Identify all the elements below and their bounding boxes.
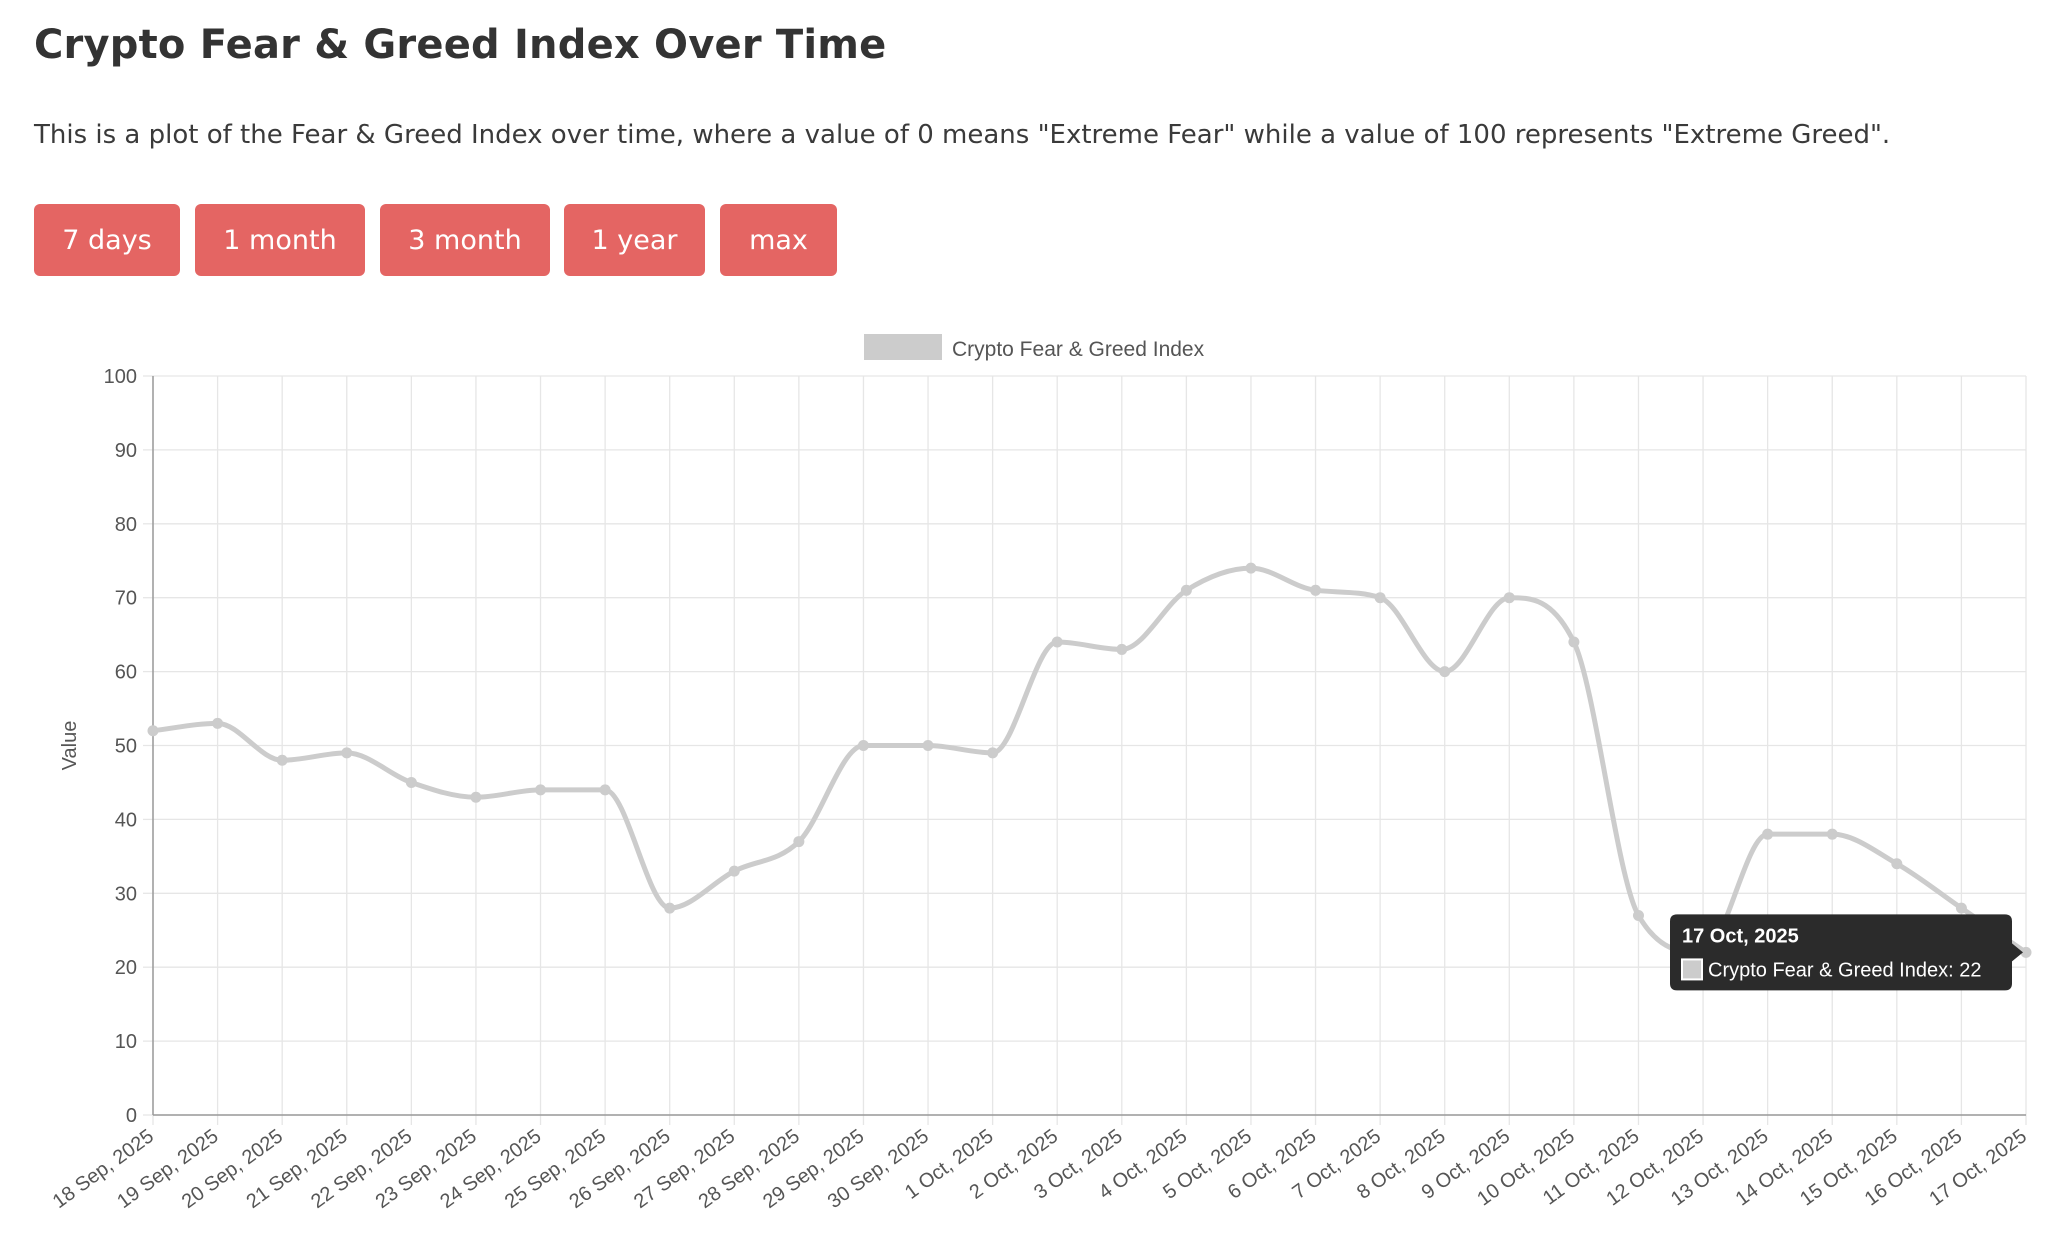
tooltip-background (1670, 914, 2023, 991)
data-point[interactable] (1826, 828, 1838, 840)
data-point[interactable] (535, 784, 547, 796)
data-point[interactable] (1116, 643, 1128, 655)
y-tick-label: 20 (115, 957, 137, 979)
y-tick-label: 10 (115, 1031, 137, 1053)
data-point[interactable] (922, 740, 934, 751)
data-points (147, 562, 2032, 958)
data-point[interactable] (728, 865, 740, 877)
data-point[interactable] (2020, 946, 2032, 958)
data-point[interactable] (793, 836, 805, 848)
data-point[interactable] (1310, 584, 1322, 596)
series-line (152, 565, 2028, 955)
page-title: Crypto Fear & Greed Index Over Time (34, 22, 887, 68)
y-tick-label: 90 (115, 440, 137, 462)
range-button-1-year[interactable]: 1 year (564, 204, 705, 276)
legend-label[interactable]: Crypto Fear & Greed Index (952, 338, 1205, 361)
legend: Crypto Fear & Greed Index (864, 334, 1205, 361)
data-point[interactable] (470, 791, 482, 803)
y-tick-label: 30 (115, 883, 137, 905)
data-point[interactable] (987, 747, 999, 759)
range-button-1-month[interactable]: 1 month (195, 204, 365, 276)
data-point[interactable] (341, 747, 353, 759)
data-point[interactable] (1955, 902, 1967, 914)
grid-lines (143, 375, 2027, 1125)
page-description: This is a plot of the Fear & Greed Index… (34, 120, 1891, 150)
data-point[interactable] (1632, 909, 1644, 921)
data-point[interactable] (1180, 584, 1192, 596)
tooltip-title: 17 Oct, 2025 (1682, 925, 1799, 947)
y-axis-title: Value (59, 721, 81, 771)
series-line-path (152, 565, 2028, 955)
data-point[interactable] (599, 784, 611, 796)
data-point[interactable] (1374, 592, 1386, 604)
y-tick-label: 40 (115, 809, 137, 831)
data-point[interactable] (857, 740, 869, 751)
data-point[interactable] (1568, 636, 1580, 648)
y-axis-label: Value (59, 721, 81, 771)
data-point[interactable] (1762, 828, 1774, 840)
y-tick-label: 80 (115, 514, 137, 536)
data-point[interactable] (1503, 592, 1515, 604)
data-point[interactable] (1245, 562, 1257, 574)
chart-container: 0 10 20 30 40 50 60 70 80 90 100 18 Sep, 2025 19 Sep… (0, 320, 2048, 1236)
y-tick-label: 0 (126, 1105, 137, 1127)
data-point[interactable] (1891, 858, 1903, 870)
tooltip-label: Crypto Fear & Greed Index: 22 (1708, 959, 1981, 981)
data-point[interactable] (1051, 636, 1063, 648)
tooltip: 17 Oct, 2025 Crypto Fear & Greed Index: … (1670, 914, 2023, 991)
data-point[interactable] (212, 717, 224, 729)
data-point[interactable] (405, 776, 417, 788)
y-tick-label: 50 (115, 736, 137, 758)
data-point[interactable] (276, 754, 288, 766)
data-point[interactable] (1439, 666, 1451, 678)
tooltip-swatch (1681, 958, 1703, 981)
range-button-3-month[interactable]: 3 month (380, 204, 550, 276)
data-point[interactable] (664, 902, 676, 914)
legend-swatch[interactable] (864, 334, 942, 360)
y-tick-label: 70 (115, 588, 137, 610)
range-button-7-days[interactable]: 7 days (34, 204, 180, 276)
range-button-max[interactable]: max (720, 204, 837, 276)
y-tick-label: 100 (104, 366, 137, 388)
y-tick-label: 60 (115, 662, 137, 684)
data-point[interactable] (147, 725, 159, 737)
